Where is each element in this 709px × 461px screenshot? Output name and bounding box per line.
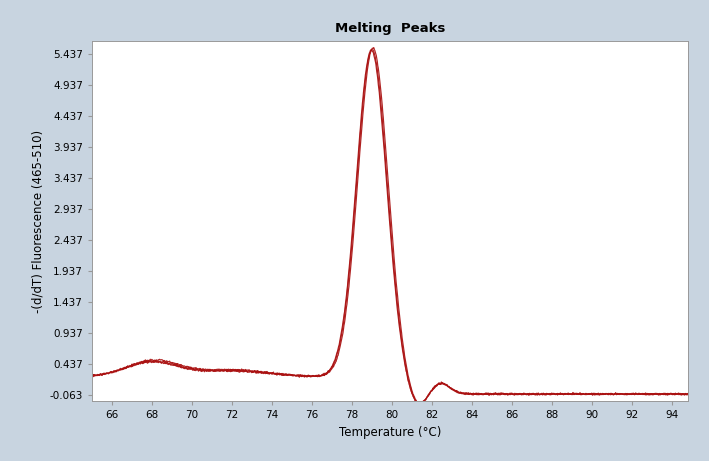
X-axis label: Temperature (°C): Temperature (°C) bbox=[339, 426, 441, 439]
Title: Melting  Peaks: Melting Peaks bbox=[335, 22, 445, 35]
Y-axis label: -(d/dT) Fluorescence (465-510): -(d/dT) Fluorescence (465-510) bbox=[31, 130, 44, 313]
